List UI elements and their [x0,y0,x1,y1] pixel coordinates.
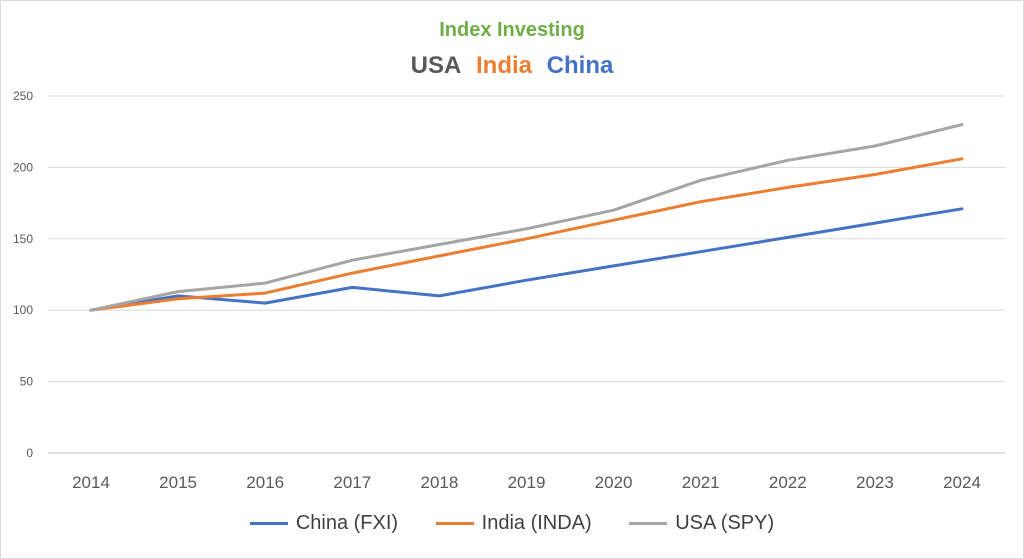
chart-subtitle: USA India China [0,52,1024,80]
x-tick-label: 2019 [508,473,546,492]
x-tick-label: 2018 [420,473,458,492]
x-tick-label: 2014 [72,473,110,492]
x-tick-label: 2015 [159,473,197,492]
legend-item-india: India (INDA) [435,512,592,535]
chart-title: Index Investing [439,19,585,41]
y-tick-label: 0 [26,446,33,460]
y-tick-label: 200 [13,160,33,174]
y-tick-label: 100 [13,303,33,317]
y-tick-label: 250 [13,89,33,103]
series-line-usa [89,123,964,312]
legend: China (FXI) India (INDA) USA (SPY) [0,508,1024,535]
x-tick-label: 2023 [856,473,894,492]
x-tick-label: 2024 [943,473,981,492]
series-line-china [89,207,964,312]
y-tick-label: 150 [13,232,33,246]
legend-label-china: China (FXI) [295,512,399,534]
subtitle-india: India [475,52,532,79]
legend-swatch-usa [629,522,668,525]
legend-item-china: China (FXI) [249,512,399,535]
subtitle-usa: USA [410,52,462,79]
series-line-india [89,157,964,312]
y-tick-label: 50 [20,375,34,389]
legend-swatch-china [249,522,288,525]
legend-swatch-india [435,522,474,525]
x-tick-label: 2016 [246,473,284,492]
line-chart: 0 50 100 150 200 250 2014 2015 2016 2017 2018 2019 2… [13,89,1005,492]
legend-item-usa: USA (SPY) [629,512,774,535]
x-tick-label: 2021 [682,473,720,492]
x-tick-label: 2020 [595,473,633,492]
subtitle-china: China [546,52,614,79]
legend-label-usa: USA (SPY) [675,512,775,534]
x-tick-label: 2022 [769,473,807,492]
x-tick-label: 2017 [333,473,371,492]
legend-label-india: India (INDA) [481,512,592,534]
